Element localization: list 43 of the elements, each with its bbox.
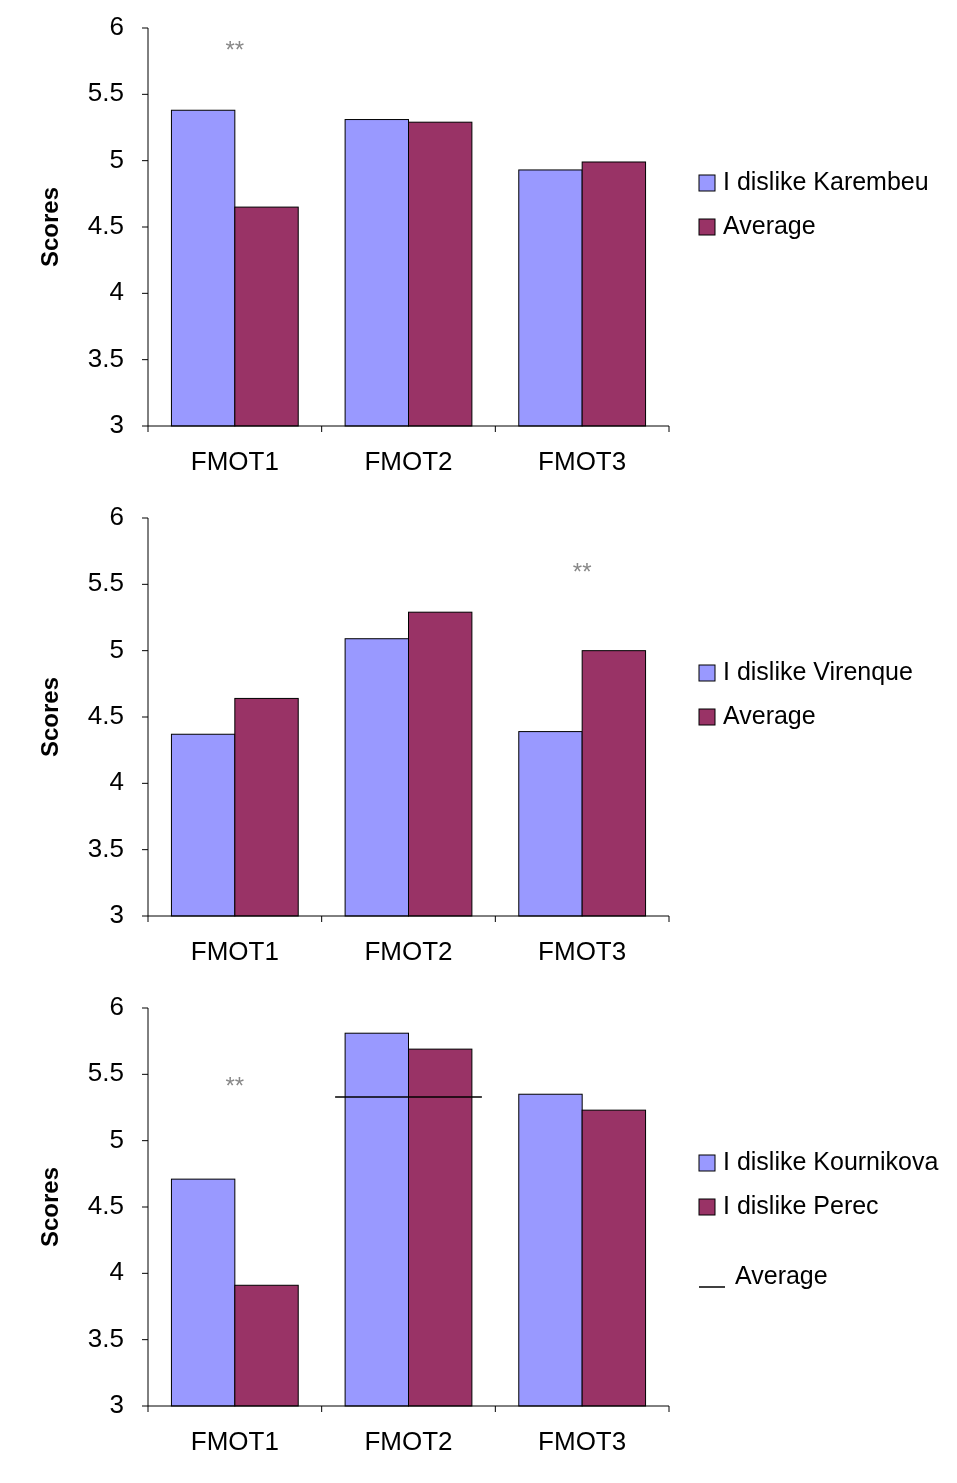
x-tick-label: FMOT3 bbox=[538, 446, 627, 476]
y-tick-label: 4.5 bbox=[87, 699, 124, 730]
y-tick-label: 4 bbox=[109, 1256, 124, 1287]
y-tick-label: 4.5 bbox=[87, 1189, 124, 1220]
x-tick-label: FMOT2 bbox=[364, 936, 453, 966]
x-tick-label: FMOT2 bbox=[364, 446, 453, 476]
y-tick-label: 6 bbox=[109, 990, 124, 1021]
x-tick-label: FMOT1 bbox=[190, 446, 279, 476]
x-tick-label: FMOT3 bbox=[538, 936, 627, 966]
legend-label: I dislike Karembeu bbox=[723, 166, 929, 195]
legend-label: Average bbox=[723, 700, 816, 729]
y-axis-title: Scores bbox=[36, 186, 63, 268]
x-tick-label: FMOT2 bbox=[364, 1426, 453, 1456]
legend-label: Average bbox=[735, 1260, 828, 1289]
y-axis-title: Scores bbox=[36, 1166, 63, 1248]
y-axis-title: Scores bbox=[36, 676, 63, 758]
legend-label: I dislike Perec bbox=[723, 1190, 879, 1219]
annotation: ** bbox=[572, 558, 592, 586]
y-tick-label: 5 bbox=[109, 1123, 124, 1154]
annotation: ** bbox=[225, 1071, 245, 1099]
annotation: ** bbox=[225, 36, 245, 64]
legend-label: Average bbox=[723, 210, 816, 239]
legend-label: I dislike Virenque bbox=[723, 656, 913, 685]
y-tick-label: 6 bbox=[109, 10, 124, 41]
y-tick-label: 3.5 bbox=[87, 342, 124, 373]
y-tick-label: 5 bbox=[109, 143, 124, 174]
x-tick-label: FMOT1 bbox=[190, 1426, 279, 1456]
x-tick-label: FMOT3 bbox=[538, 1426, 627, 1456]
y-tick-label: 4 bbox=[109, 276, 124, 307]
y-tick-label: 5 bbox=[109, 633, 124, 664]
y-tick-label: 3 bbox=[109, 898, 124, 929]
y-tick-label: 4.5 bbox=[87, 209, 124, 240]
y-tick-label: 3 bbox=[109, 1388, 124, 1419]
x-tick-label: FMOT1 bbox=[190, 936, 279, 966]
y-tick-label: 4 bbox=[109, 766, 124, 797]
y-tick-label: 5.5 bbox=[87, 1057, 124, 1088]
y-tick-label: 6 bbox=[109, 500, 124, 531]
legend-label: I dislike Kournikova bbox=[723, 1146, 939, 1175]
y-tick-label: 3 bbox=[109, 408, 124, 439]
y-tick-label: 3.5 bbox=[87, 1322, 124, 1353]
y-tick-label: 5.5 bbox=[87, 567, 124, 598]
y-tick-label: 5.5 bbox=[87, 77, 124, 108]
y-tick-label: 3.5 bbox=[87, 832, 124, 863]
